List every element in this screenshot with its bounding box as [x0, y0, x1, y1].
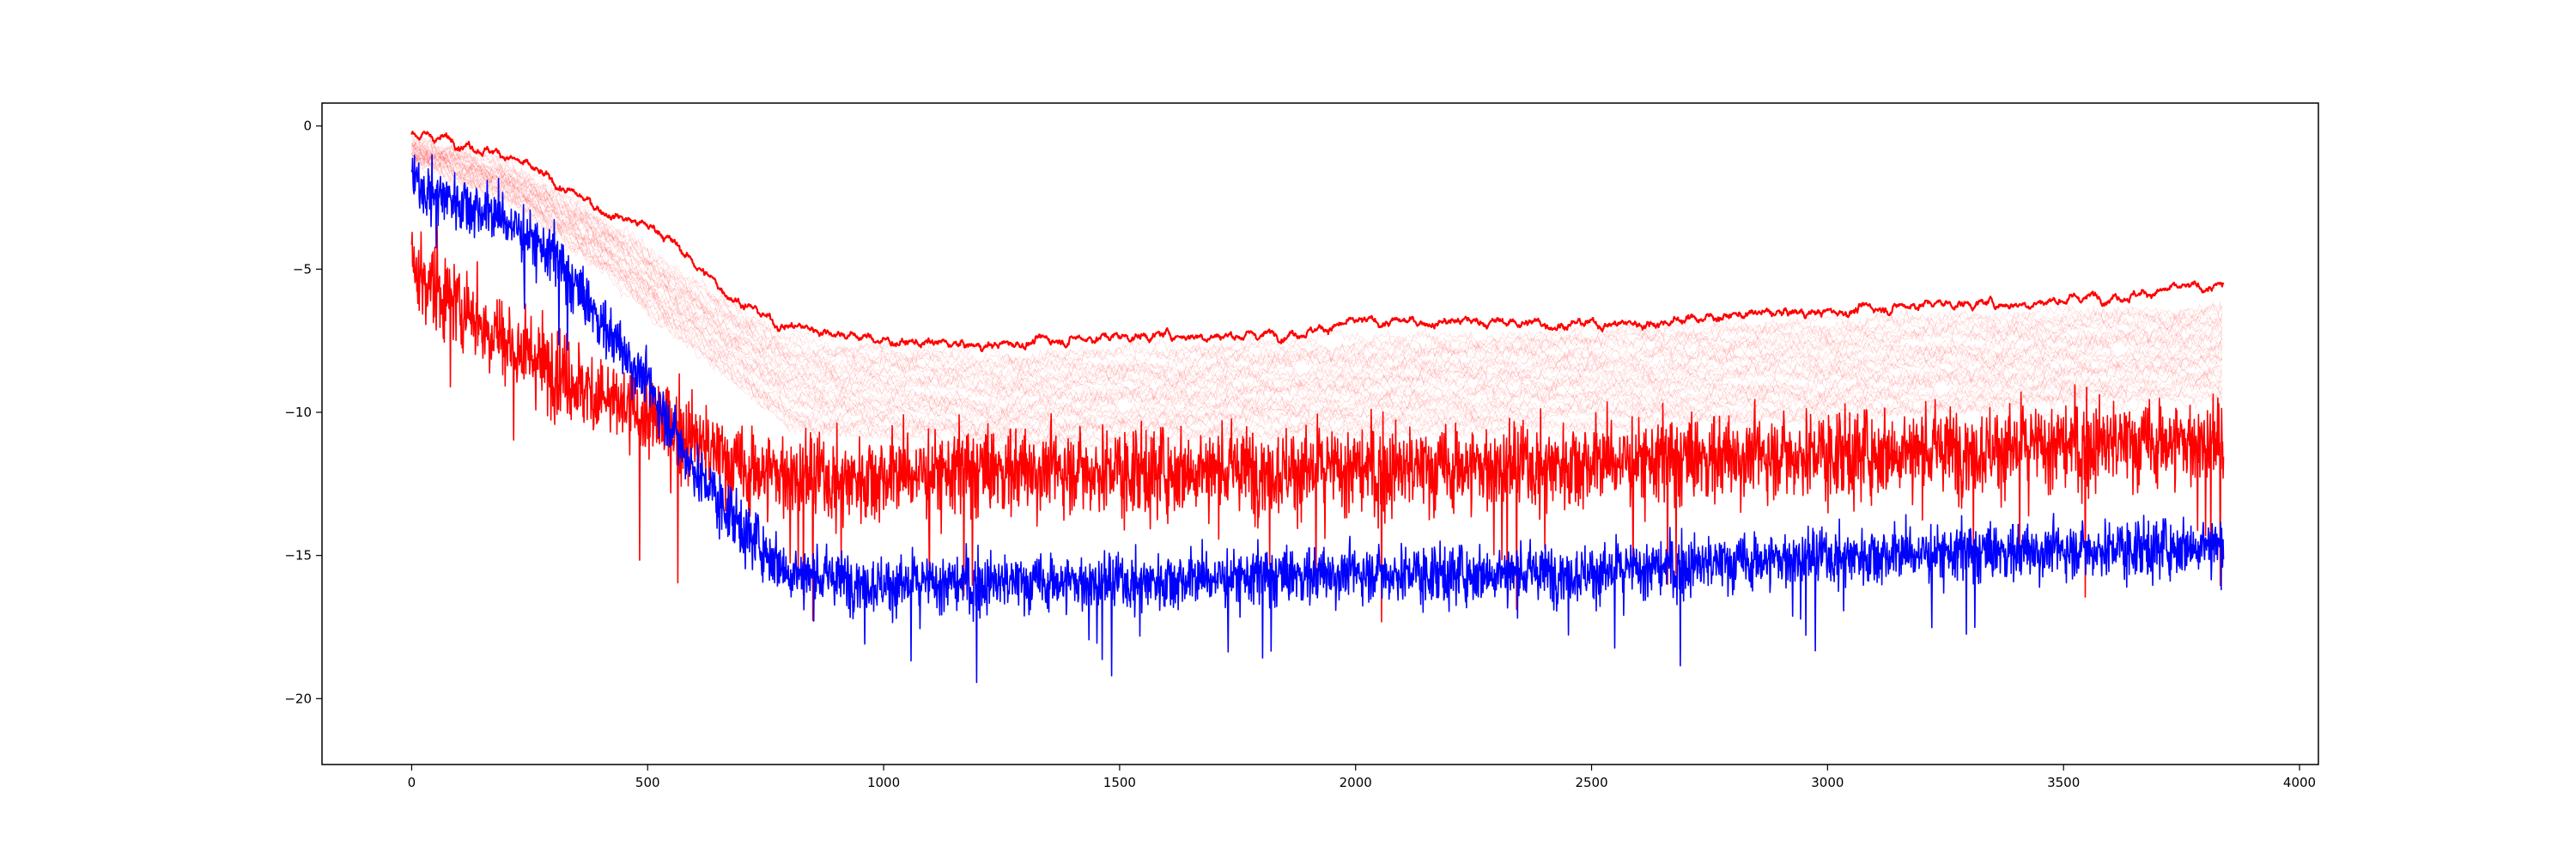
y-axis-ticks: 0 −5 −10 −15 −20	[284, 119, 322, 706]
faint-series-line	[411, 152, 2223, 438]
x-tick-label: 500	[635, 775, 660, 790]
x-tick-label: 1500	[1103, 775, 1136, 790]
x-axis-ticks: 0 500 1000 1500 2000 2500 3000 3500 4000	[408, 765, 2316, 790]
faint-series-line	[411, 151, 2223, 440]
faint-series-line	[411, 140, 2223, 391]
x-tick-label: 4000	[2283, 775, 2316, 790]
faint-series-line	[411, 143, 2223, 411]
faint-series-line	[411, 140, 2223, 388]
faint-series-line	[411, 136, 2223, 374]
faint-series-line	[411, 148, 2223, 417]
faint-series-line	[411, 155, 2223, 433]
series-group	[410, 131, 2225, 684]
x-tick-label: 3000	[1811, 775, 1844, 790]
y-tick-label: −15	[284, 548, 312, 564]
faint-series-line	[411, 145, 2223, 411]
x-tick-label: 3500	[2047, 775, 2080, 790]
x-tick-label: 2500	[1575, 775, 1607, 790]
faint-series-line	[411, 143, 2223, 379]
series-line-upper-envelope	[410, 131, 2225, 352]
series-line-noisy-blue	[410, 154, 2225, 684]
faint-series-group	[411, 135, 2223, 458]
y-tick-label: 0	[303, 119, 312, 134]
faint-series-line	[411, 136, 2223, 374]
faint-series-line	[411, 153, 2223, 423]
x-tick-label: 2000	[1340, 775, 1372, 790]
faint-series-line	[411, 152, 2223, 426]
faint-series-line	[411, 140, 2223, 375]
x-tick-label: 1000	[867, 775, 900, 790]
faint-series-line	[411, 142, 2222, 416]
y-tick-label: −20	[284, 691, 312, 706]
faint-series-line	[411, 137, 2223, 381]
faint-series-line	[411, 141, 2223, 399]
faint-series-line	[411, 140, 2223, 393]
faint-series-line	[411, 135, 2223, 370]
faint-series-line	[411, 141, 2223, 381]
series-line-noisy-red	[410, 225, 2225, 623]
axes	[321, 102, 2319, 765]
faint-series-line	[411, 144, 2223, 402]
faint-series-line	[411, 148, 2223, 430]
faint-series-line	[411, 151, 2223, 422]
y-tick-label: −10	[284, 405, 312, 420]
y-tick-label: −5	[293, 261, 312, 277]
faint-series-line	[411, 147, 2223, 407]
faint-series-line	[411, 142, 2223, 393]
plot-frame	[321, 102, 2319, 765]
x-tick-label: 0	[408, 775, 416, 790]
faint-series-line	[411, 144, 2223, 407]
